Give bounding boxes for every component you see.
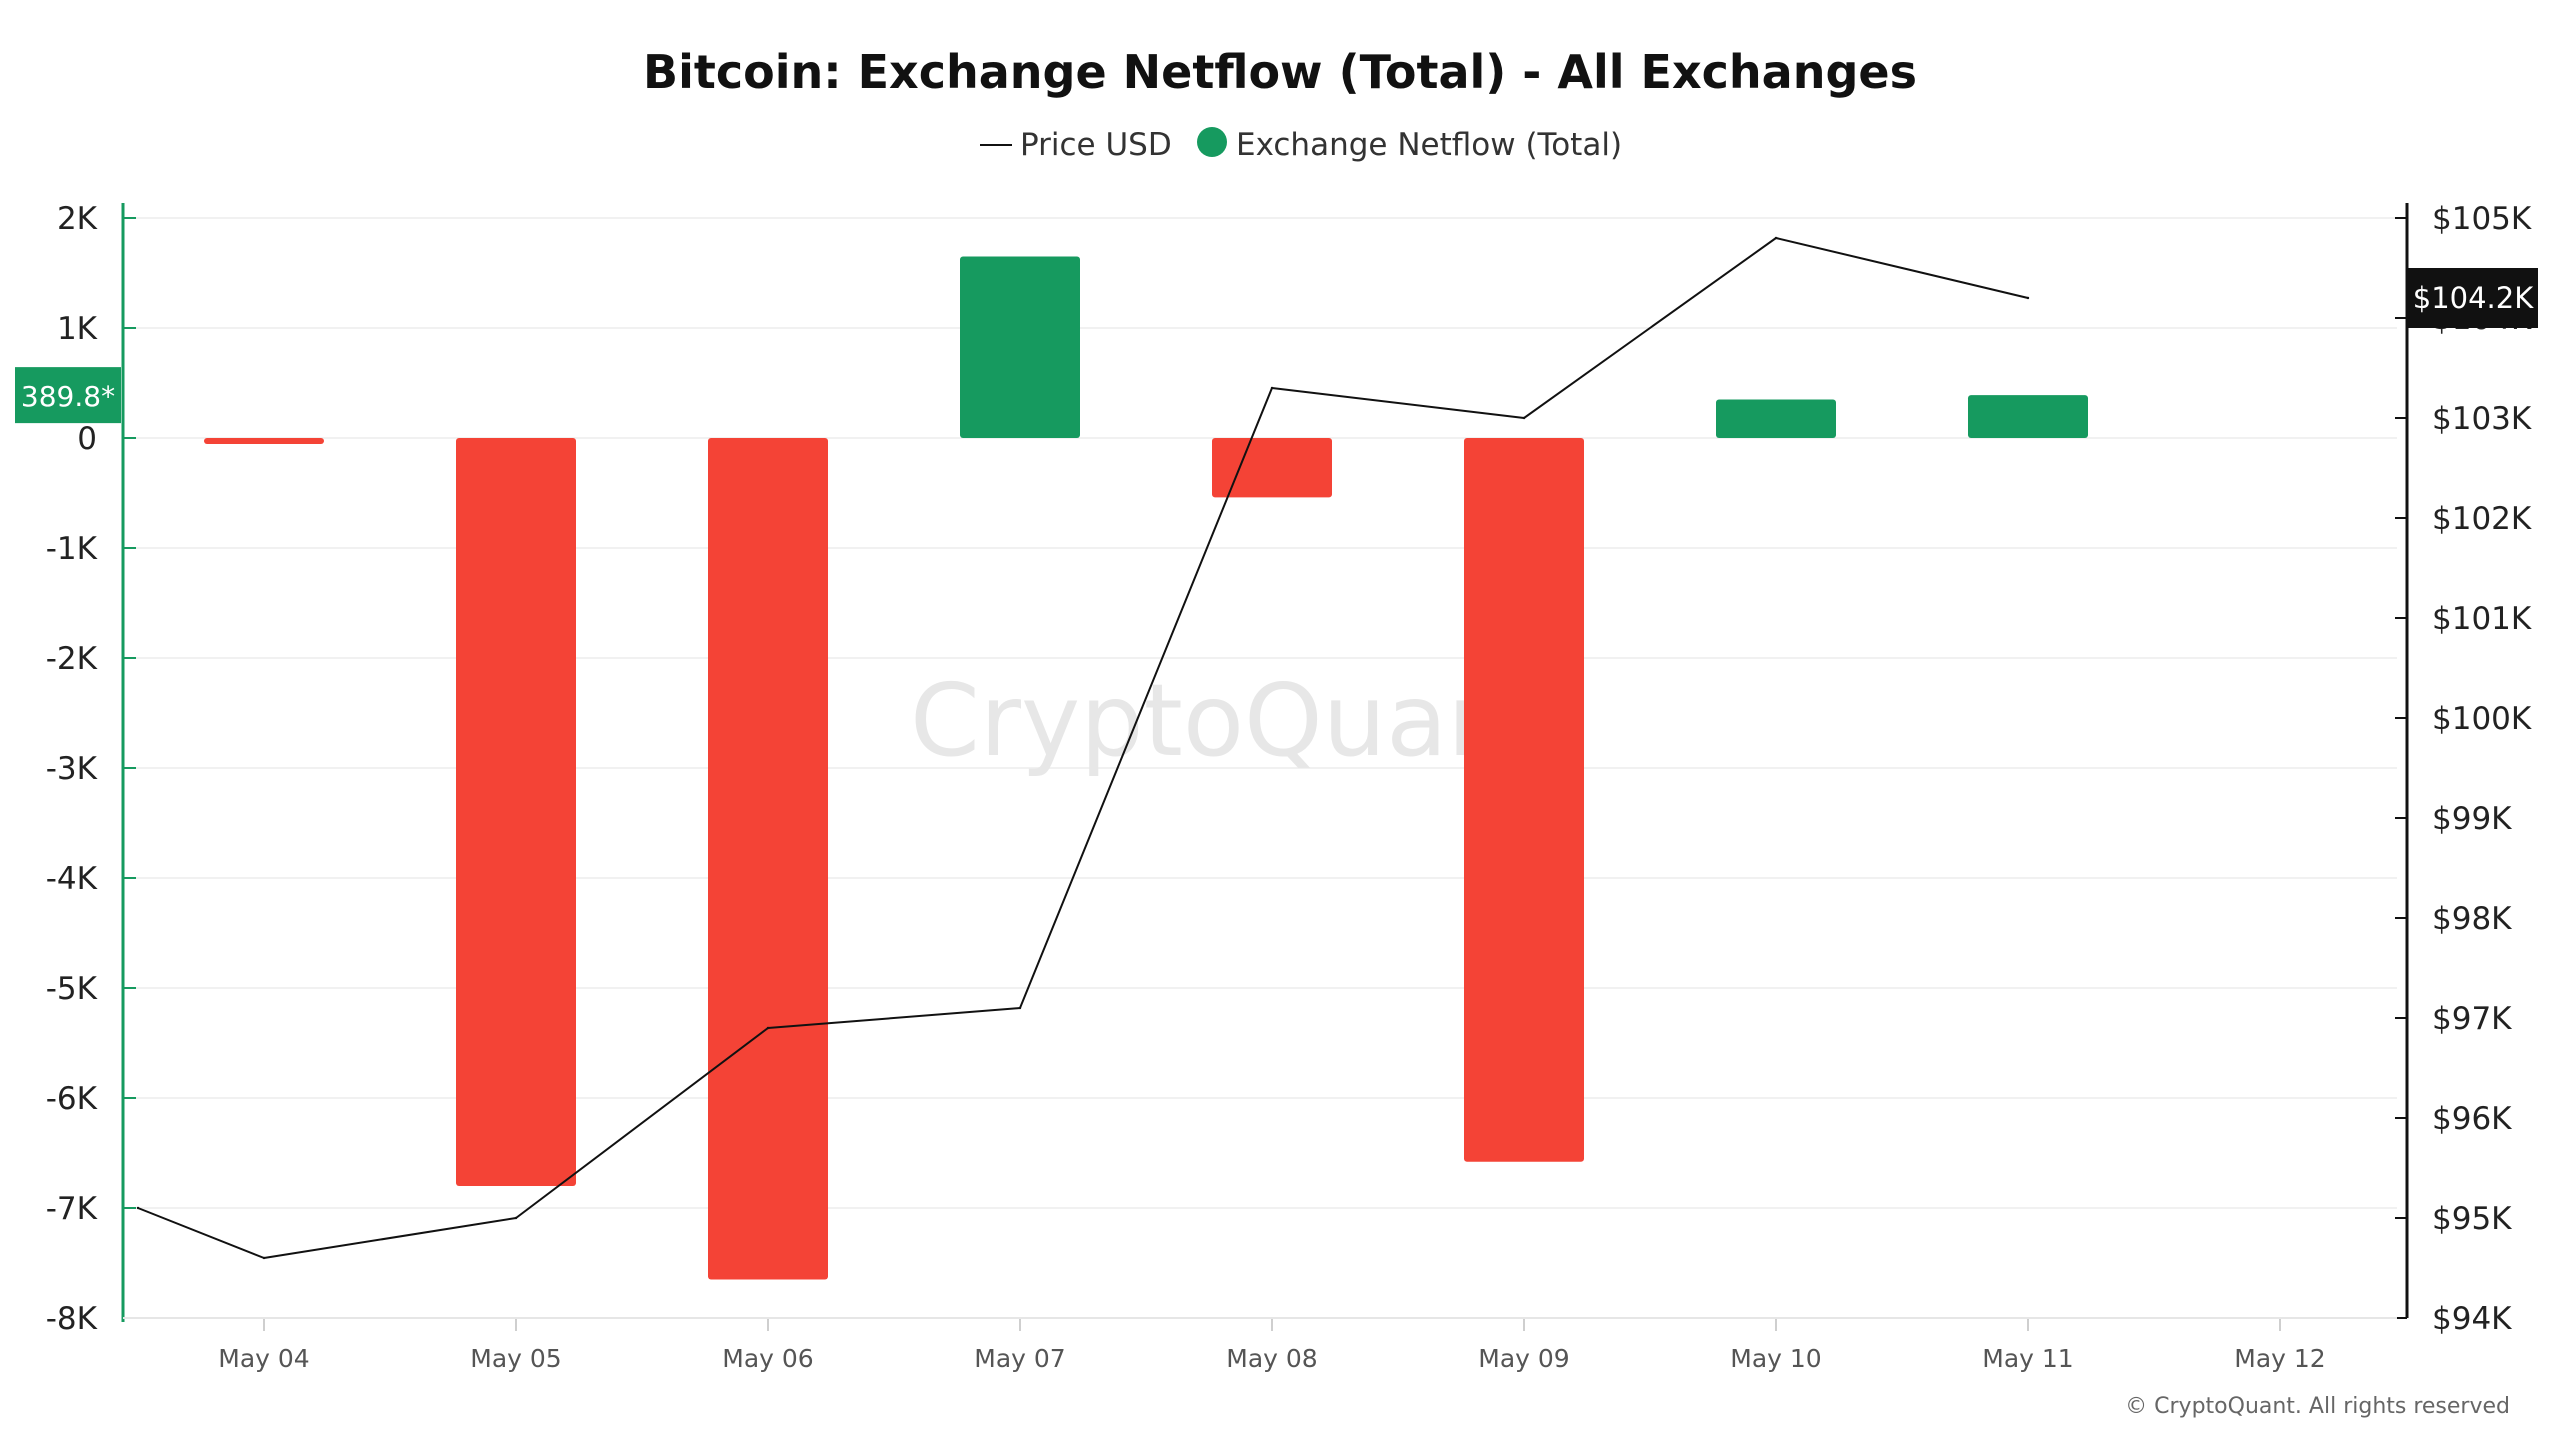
x-axis-tick-label: May 08 (1226, 1344, 1317, 1373)
watermark-layer: CryptoQuant (910, 662, 1550, 779)
right-axis-tick-label: $101K (2432, 601, 2532, 637)
left-badge-text: 389.8* (21, 380, 115, 413)
x-axis-tick-label: May 05 (470, 1344, 561, 1373)
price-point (2026, 296, 2030, 300)
bars-layer (204, 256, 2088, 1280)
right-axis-tick-label: $103K (2432, 401, 2532, 437)
left-axis-tick-label: -2K (46, 641, 98, 677)
right-axis-tick-label: $98K (2432, 901, 2512, 937)
right-axis-tick-label: $105K (2432, 201, 2532, 237)
netflow-bar[interactable] (708, 438, 828, 1280)
x-axis-tick-label: May 04 (218, 1344, 309, 1373)
right-axis-tick-label: $102K (2432, 501, 2532, 537)
price-point (1774, 236, 1778, 240)
price-point (1522, 416, 1526, 420)
left-axis-labels: 2K 1K 0 -1K -2K -3K -4K -5K -6K -7K -8K (46, 201, 98, 1337)
netflow-bar[interactable] (1716, 399, 1836, 439)
right-axis-tick-label: $95K (2432, 1201, 2512, 1237)
right-axis-tick-label: $96K (2432, 1101, 2512, 1137)
x-axis-tick-label: May 11 (1982, 1344, 2073, 1373)
left-axis-tick-label: 2K (57, 201, 98, 237)
left-axis-tick-label: -3K (46, 751, 98, 787)
right-badge-bg (2408, 268, 2538, 328)
axes-layer (121, 203, 2409, 1322)
x-axis-tick-label: May 07 (974, 1344, 1065, 1373)
right-axis-tick-label: $94K (2432, 1301, 2512, 1337)
left-axis-tick-label: -7K (46, 1191, 98, 1227)
left-badge-bg (15, 367, 121, 424)
legend-netflow-dot-marker (1197, 127, 1227, 157)
copyright-text: © CryptoQuant. All rights reserved (2125, 1394, 2510, 1419)
left-axis-tick-label: -6K (46, 1081, 98, 1117)
netflow-bar[interactable] (1968, 395, 2088, 438)
netflow-bar[interactable] (204, 438, 324, 444)
x-axis-tick-label: May 09 (1478, 1344, 1569, 1373)
left-current-value-badge: 389.8* (15, 367, 121, 424)
left-axis-tick-label: -4K (46, 861, 98, 897)
x-axis-labels: May 04 May 05 May 06 May 07 May 08 May 09 May … (218, 1344, 2325, 1373)
left-axis-tick-label: -5K (46, 971, 98, 1007)
x-axis-tick-label: May 12 (2234, 1344, 2325, 1373)
left-axis-tick-label: 0 (77, 421, 97, 457)
price-point (514, 1216, 518, 1220)
left-axis-tick-label: -1K (46, 531, 98, 567)
right-axis-tick-label: $100K (2432, 701, 2532, 737)
right-badge-text: $104.2K (2413, 281, 2534, 315)
price-point (766, 1026, 770, 1030)
legend-netflow-label[interactable]: Exchange Netflow (Total) (1236, 127, 1622, 163)
right-axis-tick-label: $97K (2432, 1001, 2512, 1037)
price-point (136, 1206, 140, 1210)
x-axis-tick-label: May 06 (722, 1344, 813, 1373)
x-axis-tick-label: May 10 (1730, 1344, 1821, 1373)
watermark: CryptoQuant (910, 662, 1550, 779)
chart-title: Bitcoin: Exchange Netflow (Total) - All … (643, 45, 1917, 99)
left-axis-tick-label: -8K (46, 1301, 98, 1337)
netflow-bar[interactable] (1464, 438, 1584, 1162)
netflow-bar[interactable] (960, 256, 1080, 439)
netflow-bar[interactable] (456, 438, 576, 1186)
legend[interactable]: Price USD Exchange Netflow (Total) (980, 127, 1622, 163)
price-point (1018, 1006, 1022, 1010)
legend-price-label[interactable]: Price USD (1020, 127, 1172, 163)
left-axis-tick-label: 1K (57, 311, 98, 347)
right-current-value-badge: $104.2K (2408, 268, 2538, 328)
netflow-bar[interactable] (1212, 438, 1332, 498)
right-axis-tick-label: $99K (2432, 801, 2512, 837)
right-axis-labels: $105K$104K$103K$102K$101K$100K$99K$98K$9… (2432, 201, 2532, 1337)
line-layer (136, 236, 2030, 1260)
price-point (1270, 386, 1274, 390)
price-point (262, 1256, 266, 1260)
